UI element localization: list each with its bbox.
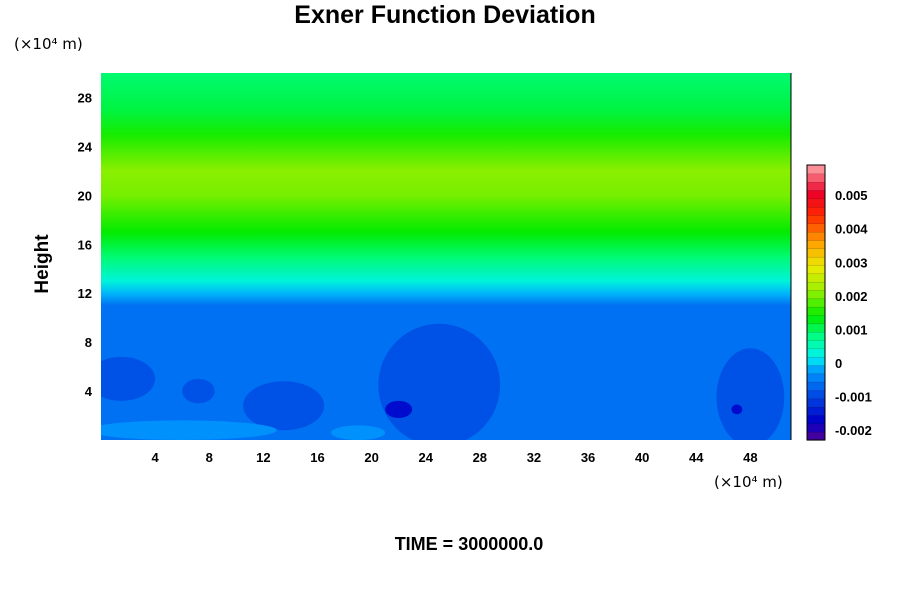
colorbar-band [806, 423, 826, 433]
colorbar-band [806, 289, 826, 300]
colorbar-band [806, 298, 826, 308]
y-tick-labels: 4 8 12 16 20 24 28 [78, 90, 93, 399]
colorbar-band [806, 214, 826, 225]
y-tick-label: 20 [78, 188, 92, 203]
colorbar-band [806, 389, 826, 400]
y-tick-label: 16 [78, 237, 92, 252]
colorbar-band [806, 381, 826, 391]
y-tick-label: 4 [85, 384, 93, 399]
y-tick-label: 28 [78, 90, 92, 105]
colorbar-band [806, 398, 826, 408]
low-level-features [101, 323, 785, 440]
plot-area [101, 73, 792, 440]
colorbar-band [806, 256, 826, 266]
x-tick-label: 36 [581, 450, 595, 465]
colorbar-band [806, 323, 826, 333]
field-feature-9 [331, 425, 386, 440]
x-tick-label: 16 [310, 450, 324, 465]
colorbar-tick-label: 0.004 [835, 222, 868, 237]
field-feature-2 [385, 400, 413, 418]
colorbar-band [806, 273, 826, 283]
y-tick-label: 8 [85, 335, 92, 350]
x-unit-label: (×10⁴ m) [714, 473, 783, 491]
colorbar-bands [806, 164, 826, 441]
colorbar-frame [806, 164, 826, 441]
colorbar-band [806, 339, 826, 350]
colorbar-band [806, 239, 826, 250]
x-tick-label: 20 [364, 450, 378, 465]
chart-title: Exner Function Deviation [294, 1, 595, 29]
colorbar-band [806, 189, 826, 200]
colorbar-tick-label: 0.002 [835, 289, 868, 304]
colorbar-band [806, 414, 826, 425]
colorbar-tick-label: 0.001 [835, 322, 868, 337]
x-tick-labels: 4 8 12 16 20 24 28 32 36 40 44 48 [152, 450, 758, 465]
x-tick-label: 24 [418, 450, 433, 465]
colorbar: 0.005 0.004 0.003 0.002 0.001 0 -0.001 -0.002 [806, 164, 872, 441]
field-feature-4 [182, 378, 215, 404]
colorbar-band [806, 281, 826, 291]
field-feature-7 [101, 356, 156, 401]
colorbar-tick-label: 0 [835, 356, 842, 371]
field-feature-1 [378, 323, 501, 440]
field-feature-6 [731, 404, 743, 415]
y-axis-label: Height [32, 234, 53, 294]
x-tick-label: 4 [152, 450, 160, 465]
x-tick-label: 12 [256, 450, 270, 465]
x-tick-label: 8 [206, 450, 213, 465]
colorbar-band [806, 373, 826, 383]
colorbar-band [806, 314, 826, 325]
y-tick-label: 12 [78, 286, 92, 301]
y-tick-label: 24 [78, 139, 93, 154]
colorbar-band [806, 231, 826, 241]
colorbar-tick-label: -0.001 [835, 389, 872, 404]
x-tick-label: 28 [473, 450, 487, 465]
colorbar-band [806, 164, 826, 175]
colorbar-band [806, 364, 826, 375]
colorbar-band [806, 198, 826, 208]
x-tick-label: 32 [527, 450, 541, 465]
colorbar-band [806, 181, 826, 191]
x-tick-label: 48 [743, 450, 757, 465]
colorbar-band [806, 223, 826, 233]
colorbar-band [806, 248, 826, 258]
colorbar-band [806, 306, 826, 316]
colorbar-band [806, 406, 826, 416]
colorbar-band [806, 206, 826, 216]
colorbar-band [806, 331, 826, 341]
x-tick-label: 44 [689, 450, 704, 465]
colorbar-tick-label: 0.005 [835, 188, 868, 203]
colorbar-tick-labels: 0.005 0.004 0.003 0.002 0.001 0 -0.001 -0.002 [835, 188, 872, 438]
colorbar-band [806, 431, 826, 441]
colorbar-band [806, 348, 826, 358]
x-tick-label: 40 [635, 450, 649, 465]
colorbar-band [806, 173, 826, 183]
colorbar-band [806, 356, 826, 366]
time-label: TIME = 3000000.0 [395, 534, 544, 554]
field-feature-3 [243, 381, 325, 431]
y-unit-label: (×10⁴ m) [14, 35, 83, 53]
colorbar-tick-label: 0.003 [835, 255, 868, 270]
field-feature-8 [101, 420, 277, 440]
colorbar-band [806, 264, 826, 275]
field-feature-5 [716, 348, 785, 440]
colorbar-tick-label: -0.002 [835, 423, 872, 438]
